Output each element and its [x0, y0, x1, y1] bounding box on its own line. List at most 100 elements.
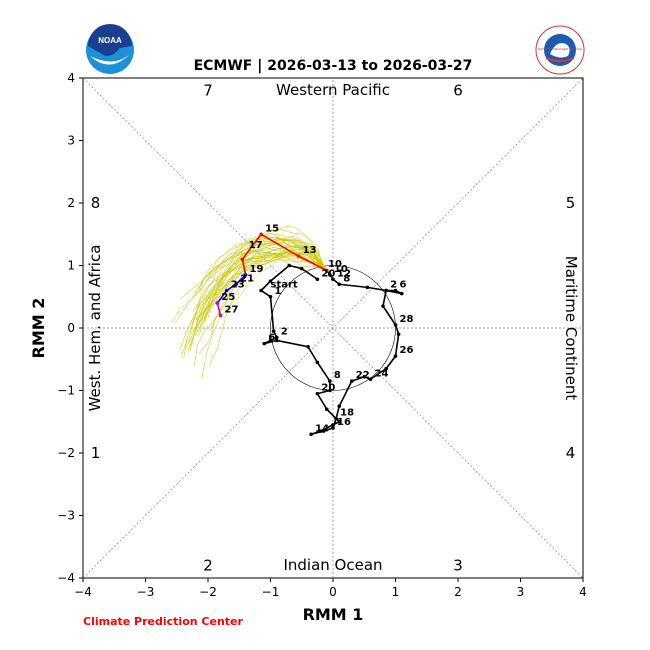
y-tick-label: −1: [57, 384, 75, 398]
phase-number-6: 6: [453, 82, 463, 100]
day-label: 19: [250, 264, 264, 275]
ensemble-member-line: [196, 237, 327, 336]
day-label: 13: [303, 245, 317, 256]
observed-point: [331, 426, 335, 430]
observed-point: [309, 432, 313, 437]
day-label: 10: [334, 264, 348, 275]
x-tick-label: −2: [199, 585, 217, 599]
phase-number-1: 1: [91, 444, 101, 462]
phase-number-7: 7: [203, 82, 213, 100]
observed-point: [268, 279, 273, 283]
x-tick-label: 4: [579, 585, 587, 599]
ensemble-member-line: [189, 252, 327, 353]
day-label: 6: [268, 333, 275, 344]
day-label: 28: [400, 314, 414, 325]
day-label: 1: [275, 286, 282, 297]
observed-series: [259, 263, 404, 437]
ensemble-member-line: [211, 229, 327, 284]
observed-point: [271, 329, 276, 333]
observed-point: [337, 282, 342, 287]
day-label: 25: [221, 292, 235, 303]
observed-point: [349, 379, 354, 383]
noaa-logo-text: NOAA: [98, 36, 122, 45]
day-label: 24: [375, 368, 389, 379]
observed-point: [381, 304, 385, 308]
ensemble-member-line: [190, 253, 327, 333]
day-label: 20: [321, 268, 335, 279]
day-label: 2: [390, 280, 397, 291]
region-label-left: West. Hem. and Africa: [86, 245, 104, 412]
observed-point: [268, 294, 273, 299]
forecast-label: 17: [249, 240, 263, 251]
y-tick-label: −2: [57, 446, 75, 460]
observed-point: [299, 266, 304, 271]
observed-point: [315, 277, 320, 282]
ensemble-member-line: [196, 243, 327, 322]
phase-guides: [82, 77, 584, 579]
observed-point: [396, 332, 401, 337]
observed-point: [337, 404, 342, 408]
x-tick-label: −3: [137, 585, 155, 599]
forecast-point: [218, 313, 223, 318]
day-label: 15: [265, 223, 279, 234]
region-label-right: Maritime Continent: [562, 256, 580, 401]
phase-number-8: 8: [91, 194, 101, 212]
forecast-label: 10: [328, 259, 342, 270]
nws-logo-text: NATIONAL WEATHER SERVICE: [538, 47, 582, 51]
region-label-top: Western Pacific: [276, 81, 390, 99]
y-tick-label: 3: [67, 134, 75, 148]
forecast-point: [259, 232, 263, 237]
forecast-point: [215, 301, 220, 305]
day-label: 20: [321, 383, 335, 394]
y-tick-label: 0: [67, 321, 75, 335]
x-tick-label: −1: [262, 585, 280, 599]
day-label: 23: [231, 280, 245, 291]
day-label: 26: [400, 345, 414, 356]
x-axis-label: RMM 1: [303, 605, 364, 624]
day-label: 27: [225, 305, 239, 316]
day-label: 8: [343, 273, 350, 284]
observed-point: [362, 374, 367, 379]
ensemble-member-line: [203, 238, 327, 304]
observed-point: [393, 288, 398, 293]
chart-title: ECMWF | 2026-03-13 to 2026-03-27: [194, 58, 473, 74]
ensemble-member-line: [200, 233, 327, 293]
day-label: 21: [240, 273, 254, 284]
observed-point: [384, 288, 388, 293]
nws-logo: NATIONAL WEATHER SERVICE: [535, 25, 585, 75]
observed-point: [306, 344, 310, 349]
ensemble-member-line: [196, 245, 327, 309]
forecast-point: [240, 257, 245, 262]
forecast-line-2: [216, 302, 222, 316]
phase-number-4: 4: [566, 444, 576, 462]
y-axis-ticks: −4 −3 −2 −1 0 1 2 3 4: [57, 71, 83, 585]
day-label: 6: [400, 280, 407, 291]
forecast-point: [243, 273, 248, 277]
day-label: 14: [315, 423, 329, 434]
observed-point: [393, 323, 398, 327]
day-label: 12: [337, 268, 351, 279]
observed-point: [328, 379, 332, 383]
observed-point: [328, 273, 332, 277]
y-axis-label: RMM 2: [29, 298, 48, 359]
noaa-logo: NOAA: [86, 24, 134, 74]
forecast-point: [324, 268, 329, 273]
ensemble-member-line: [209, 240, 327, 293]
observed-point: [331, 277, 335, 282]
observed-point: [318, 429, 323, 433]
x-tick-label: 2: [454, 585, 462, 599]
day-label: 22: [356, 370, 370, 381]
x-tick-label: 1: [392, 585, 400, 599]
forecast-point: [234, 282, 238, 287]
region-label-bottom: Indian Ocean: [283, 556, 382, 574]
y-tick-label: −4: [57, 571, 75, 585]
ensemble-member-line: [198, 236, 327, 294]
phase-number-5: 5: [566, 194, 576, 212]
observed-point: [334, 416, 338, 421]
ensemble-members: [171, 226, 327, 380]
y-tick-label: −3: [57, 509, 75, 523]
